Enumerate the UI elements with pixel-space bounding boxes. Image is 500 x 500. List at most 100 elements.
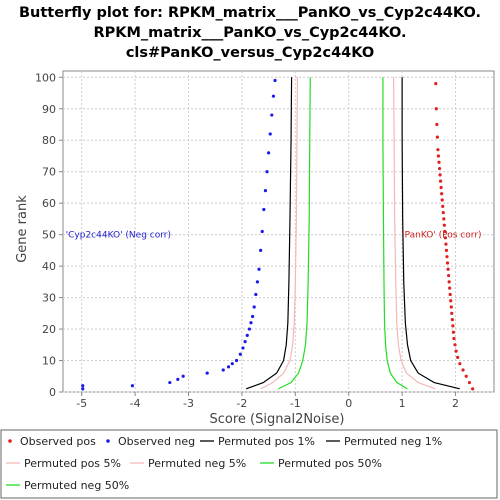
y-tick-label: 20 (42, 323, 56, 336)
y-tick-label: 30 (42, 292, 56, 305)
data-point (458, 362, 462, 366)
data-point (265, 170, 269, 174)
x-tick-label: -3 (183, 397, 194, 410)
y-tick-label: 0 (49, 386, 56, 399)
y-tick-label: 100 (35, 71, 56, 84)
annotation-neg: 'Cyp2c44KO' (Neg corr) (66, 231, 171, 241)
data-point (441, 211, 445, 215)
chart-title-line-1: Butterfly plot for: RPKM_matrix___PanKO_… (19, 5, 481, 21)
x-axis-label: Score (Signal2Noise) (210, 412, 345, 427)
legend: Observed pos Observed neg Permuted pos 1% P… (6, 435, 442, 492)
data-point (461, 368, 465, 372)
data-point (434, 107, 438, 111)
data-point (448, 286, 452, 290)
data-point (238, 352, 242, 356)
data-point (442, 217, 446, 221)
data-point (259, 248, 263, 252)
y-tick-label: 90 (42, 103, 56, 116)
data-point (440, 192, 444, 196)
x-tick-label: -4 (130, 397, 141, 410)
legend-marker (8, 439, 12, 443)
data-point (435, 135, 439, 139)
data-point (267, 151, 271, 155)
legend-box (0, 429, 498, 499)
data-point (448, 292, 452, 297)
data-point (230, 362, 234, 366)
data-point (471, 387, 475, 391)
data-point (81, 387, 85, 391)
series-line (392, 77, 436, 390)
data-point (454, 349, 458, 353)
data-point (437, 166, 442, 171)
data-point (257, 267, 261, 271)
data-point (444, 242, 448, 246)
data-point (438, 179, 443, 183)
y-tick-label: 70 (42, 166, 56, 179)
data-point (263, 188, 268, 193)
data-point (268, 132, 272, 136)
legend-label: Permuted pos 50% (278, 457, 382, 470)
data-point (176, 377, 180, 382)
data-point (255, 280, 260, 284)
data-point (440, 198, 444, 202)
data-point (437, 160, 441, 164)
data-point (456, 355, 460, 359)
data-point (451, 330, 456, 334)
legend-marker (106, 439, 110, 443)
data-point (444, 248, 449, 252)
data-point (271, 94, 276, 98)
series-line (277, 77, 311, 390)
data-point (241, 346, 245, 350)
y-tick-label: 40 (42, 260, 56, 273)
data-point (443, 229, 447, 234)
data-point (254, 292, 258, 297)
data-point (273, 78, 277, 83)
data-point (467, 380, 472, 385)
data-point (168, 380, 172, 385)
data-point (270, 113, 274, 117)
data-point (226, 365, 231, 369)
x-tick-label: -2 (236, 397, 247, 410)
data-point (130, 384, 135, 388)
legend-label: Observed neg (118, 435, 195, 448)
legend-label: Permuted pos 1% (218, 435, 315, 448)
data-point (441, 204, 445, 208)
chart-title-line-3: cls#PanKO_versus_Cyp2c44KO (126, 45, 374, 61)
data-point (445, 261, 450, 265)
data-point (442, 223, 446, 227)
y-tick-label: 80 (42, 134, 56, 147)
x-tick-label: 1 (399, 397, 406, 410)
data-point (464, 374, 468, 378)
data-point (435, 122, 439, 127)
data-point (245, 333, 249, 337)
y-tick-label: 10 (42, 355, 56, 368)
data-point (446, 267, 450, 271)
data-point (439, 185, 443, 190)
x-tick-label: -1 (290, 397, 301, 410)
data-point (234, 358, 239, 363)
annotation-pos: 'PanKO' (Pos corr) (402, 231, 481, 241)
data-point (252, 305, 256, 309)
data-point (449, 305, 453, 309)
data-point (205, 371, 209, 375)
x-tick-label: 2 (452, 397, 459, 410)
series-line (382, 77, 408, 390)
legend-label: Observed pos (20, 435, 96, 448)
data-point (451, 324, 455, 328)
data-point (243, 340, 247, 344)
data-point (447, 280, 451, 284)
data-point (181, 374, 185, 378)
data-point (262, 207, 266, 212)
y-tick-label: 60 (42, 197, 56, 210)
data-point (450, 311, 454, 315)
data-point (436, 154, 441, 158)
data-point (445, 255, 449, 259)
x-tick-label: -5 (76, 397, 87, 410)
data-point (81, 384, 85, 388)
data-point (449, 299, 453, 303)
series-line (245, 77, 293, 390)
data-point (249, 321, 253, 325)
legend-label: Permuted pos 5% (24, 457, 121, 470)
legend-label: Permuted neg 5% (148, 457, 246, 470)
